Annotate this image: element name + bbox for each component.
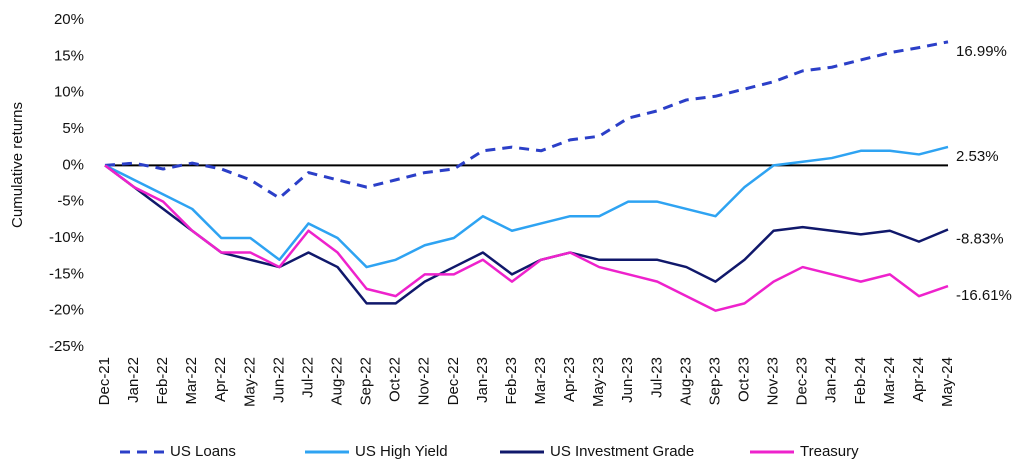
x-tick-label: Jul-22 — [299, 357, 316, 398]
x-tick-label: Nov-23 — [765, 357, 782, 405]
x-tick-label: Jul-23 — [648, 357, 665, 398]
y-tick-label: -15% — [49, 265, 84, 282]
x-tick-label: Apr-23 — [561, 357, 578, 402]
y-tick-label: 0% — [62, 156, 84, 173]
x-tick-label: Aug-23 — [677, 357, 694, 405]
x-tick-label: Jun-22 — [270, 357, 287, 403]
x-tick-label: Feb-23 — [503, 357, 520, 405]
x-tick-label: Feb-24 — [852, 357, 869, 405]
x-tick-label: Apr-22 — [212, 357, 229, 402]
value-label: 16.99% — [956, 43, 1007, 60]
x-tick-label: Dec-23 — [794, 357, 811, 405]
y-tick-label: -5% — [57, 193, 84, 210]
y-tick-label: 5% — [62, 120, 84, 137]
x-tick-label: Jan-22 — [125, 357, 142, 403]
x-tick-label: Mar-22 — [183, 357, 200, 405]
x-tick-label: May-23 — [590, 357, 607, 407]
y-tick-label: 15% — [54, 47, 84, 64]
y-axis-label: Cumulative returns — [9, 102, 26, 228]
series-line — [104, 145, 949, 269]
x-tick-label: Jan-24 — [823, 357, 840, 403]
x-tick-label: Feb-22 — [154, 357, 171, 405]
value-label: 2.53% — [956, 148, 999, 165]
legend-label: US Investment Grade — [550, 443, 694, 460]
legend-label: US High Yield — [355, 443, 448, 460]
x-tick-label: Jun-23 — [619, 357, 636, 403]
x-tick-label: Nov-22 — [416, 357, 433, 405]
x-tick-label: Oct-23 — [735, 357, 752, 402]
x-tick-label: May-24 — [939, 357, 956, 407]
y-tick-label: 20% — [54, 11, 84, 28]
legend-label: US Loans — [170, 443, 236, 460]
x-tick-label: Apr-24 — [910, 357, 927, 402]
x-tick-label: Dec-21 — [96, 357, 113, 405]
y-tick-label: -20% — [49, 302, 84, 319]
y-tick-label: -25% — [49, 338, 84, 355]
value-label: -8.83% — [956, 230, 1004, 247]
x-tick-label: Mar-23 — [532, 357, 549, 405]
x-tick-label: May-22 — [241, 357, 258, 407]
x-tick-label: Mar-24 — [881, 357, 898, 405]
series-line — [104, 164, 949, 312]
series-line — [104, 164, 949, 305]
x-tick-label: Jan-23 — [474, 357, 491, 403]
series-line — [104, 40, 949, 200]
x-tick-label: Sep-23 — [706, 357, 723, 405]
y-tick-label: 10% — [54, 84, 84, 101]
value-label: -16.61% — [956, 287, 1012, 304]
x-tick-label: Dec-22 — [445, 357, 462, 405]
y-tick-label: -10% — [49, 229, 84, 246]
x-tick-label: Oct-22 — [387, 357, 404, 402]
x-tick-label: Aug-22 — [329, 357, 346, 405]
x-tick-label: Sep-22 — [358, 357, 375, 405]
legend-label: Treasury — [800, 443, 859, 460]
